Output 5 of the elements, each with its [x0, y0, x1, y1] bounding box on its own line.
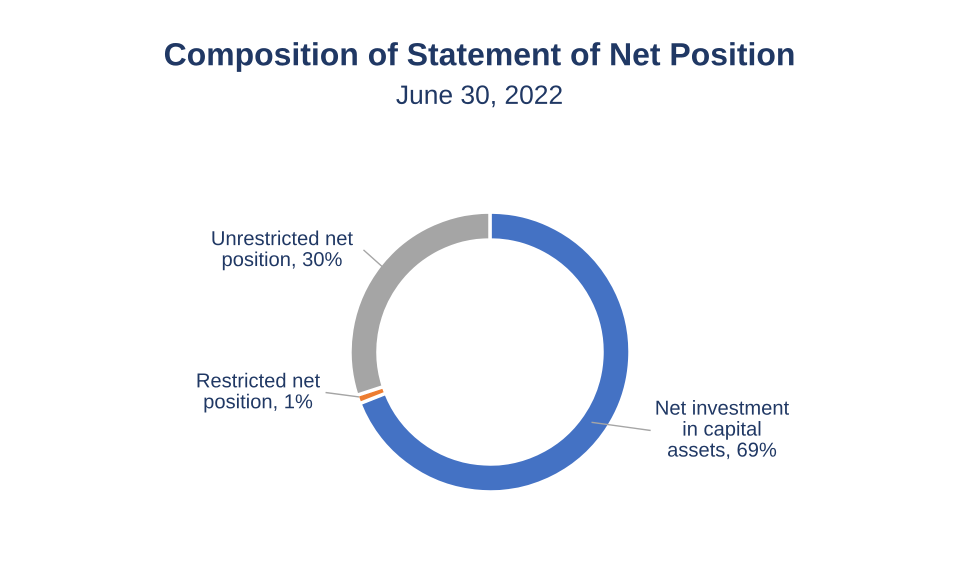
slice-label: Unrestricted net position, 30%	[212, 230, 353, 270]
slice-label: Restricted net position, 1%	[198, 372, 320, 412]
chart-title: Composition of Statement of Net Position	[164, 42, 794, 72]
chart-subtitle: June 30, 2022	[396, 85, 562, 108]
slice-label: Net investment in capital assets, 69%	[656, 400, 789, 460]
